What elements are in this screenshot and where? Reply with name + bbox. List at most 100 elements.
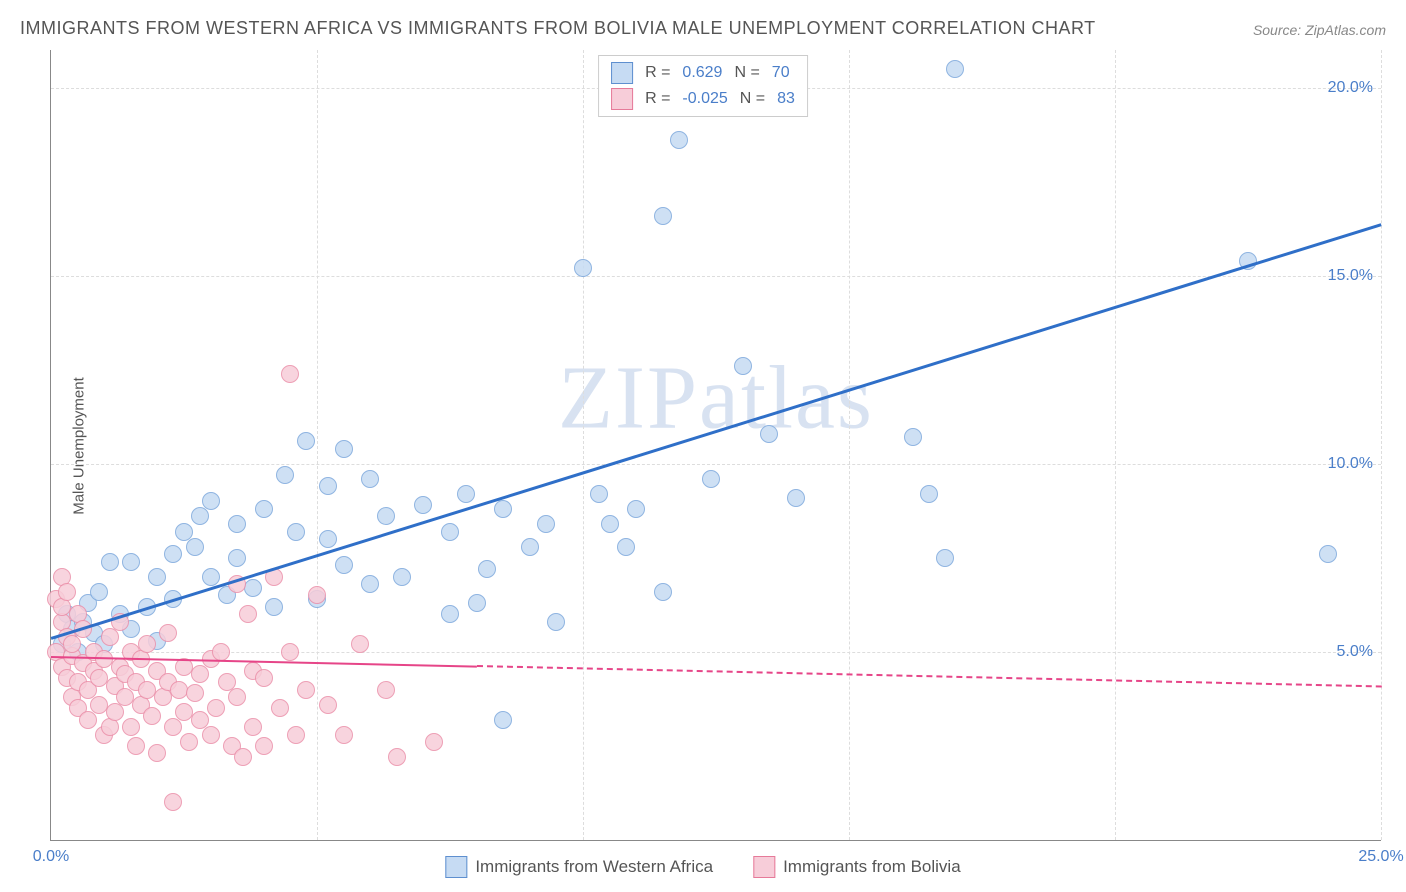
gridline-v [317, 50, 318, 840]
scatter-point [164, 545, 182, 563]
scatter-point [936, 549, 954, 567]
scatter-point [79, 711, 97, 729]
scatter-point [63, 635, 81, 653]
scatter-point [148, 744, 166, 762]
scatter-point [297, 432, 315, 450]
legend-item-western-africa: Immigrants from Western Africa [445, 856, 713, 878]
scatter-point [414, 496, 432, 514]
scatter-point [90, 583, 108, 601]
legend-item-bolivia: Immigrants from Bolivia [753, 856, 961, 878]
scatter-point [212, 643, 230, 661]
scatter-point [787, 489, 805, 507]
scatter-point [101, 628, 119, 646]
scatter-point [287, 523, 305, 541]
gridline-h [51, 652, 1381, 653]
scatter-point [361, 470, 379, 488]
r-value-western-africa: 0.629 [682, 64, 722, 82]
gridline-h [51, 276, 1381, 277]
scatter-point [281, 365, 299, 383]
scatter-point [393, 568, 411, 586]
scatter-point [186, 684, 204, 702]
scatter-point [122, 718, 140, 736]
scatter-point [494, 500, 512, 518]
y-tick-label: 20.0% [1328, 79, 1373, 97]
legend-label: Immigrants from Western Africa [475, 857, 713, 877]
scatter-point [202, 492, 220, 510]
scatter-point [478, 560, 496, 578]
scatter-point [920, 485, 938, 503]
scatter-point [170, 681, 188, 699]
scatter-point [281, 643, 299, 661]
scatter-point [521, 538, 539, 556]
scatter-point [617, 538, 635, 556]
scatter-point [760, 425, 778, 443]
scatter-point [202, 726, 220, 744]
scatter-point [255, 737, 273, 755]
scatter-point [143, 707, 161, 725]
scatter-point [228, 549, 246, 567]
scatter-point [308, 586, 326, 604]
y-tick-label: 15.0% [1328, 267, 1373, 285]
n-value-western-africa: 70 [772, 64, 790, 82]
trend-line [477, 665, 1381, 687]
scatter-point [186, 538, 204, 556]
scatter-point [202, 568, 220, 586]
scatter-point [457, 485, 475, 503]
n-label: N = [734, 64, 759, 82]
gridline-v [1115, 50, 1116, 840]
scatter-point [654, 583, 672, 601]
legend-row-bolivia: R = -0.025 N = 83 [611, 86, 795, 112]
scatter-point [287, 726, 305, 744]
scatter-point [590, 485, 608, 503]
scatter-point [159, 624, 177, 642]
scatter-point [106, 703, 124, 721]
series-legend: Immigrants from Western Africa Immigrant… [445, 856, 960, 878]
scatter-point [191, 665, 209, 683]
scatter-point [377, 507, 395, 525]
scatter-point [537, 515, 555, 533]
scatter-point [377, 681, 395, 699]
gridline-h [51, 464, 1381, 465]
y-tick-label: 10.0% [1328, 455, 1373, 473]
plot-area: ZIPatlas 5.0%10.0%15.0%20.0%0.0%25.0% [50, 50, 1381, 841]
scatter-point [319, 696, 337, 714]
x-tick-label: 0.0% [33, 848, 69, 866]
trend-line [51, 223, 1382, 639]
scatter-point [244, 579, 262, 597]
swatch-western-africa [445, 856, 467, 878]
scatter-point [335, 726, 353, 744]
gridline-v [1381, 50, 1382, 840]
scatter-point [101, 553, 119, 571]
swatch-western-africa [611, 62, 633, 84]
scatter-point [654, 207, 672, 225]
scatter-point [191, 507, 209, 525]
scatter-point [58, 583, 76, 601]
scatter-point [574, 259, 592, 277]
swatch-bolivia [753, 856, 775, 878]
scatter-point [335, 440, 353, 458]
scatter-point [319, 530, 337, 548]
scatter-point [388, 748, 406, 766]
scatter-point [494, 711, 512, 729]
n-value-bolivia: 83 [777, 90, 795, 108]
scatter-point [180, 733, 198, 751]
x-tick-label: 25.0% [1358, 848, 1403, 866]
scatter-point [351, 635, 369, 653]
chart-title: IMMIGRANTS FROM WESTERN AFRICA VS IMMIGR… [20, 18, 1096, 39]
scatter-point [670, 131, 688, 149]
scatter-point [228, 515, 246, 533]
r-value-bolivia: -0.025 [682, 90, 727, 108]
swatch-bolivia [611, 88, 633, 110]
correlation-legend: R = 0.629 N = 70 R = -0.025 N = 83 [598, 55, 808, 117]
scatter-point [122, 553, 140, 571]
scatter-point [255, 500, 273, 518]
scatter-point [627, 500, 645, 518]
scatter-point [946, 60, 964, 78]
scatter-point [239, 605, 257, 623]
scatter-point [271, 699, 289, 717]
scatter-point [127, 737, 145, 755]
scatter-point [297, 681, 315, 699]
scatter-point [234, 748, 252, 766]
scatter-point [319, 477, 337, 495]
scatter-point [207, 699, 225, 717]
